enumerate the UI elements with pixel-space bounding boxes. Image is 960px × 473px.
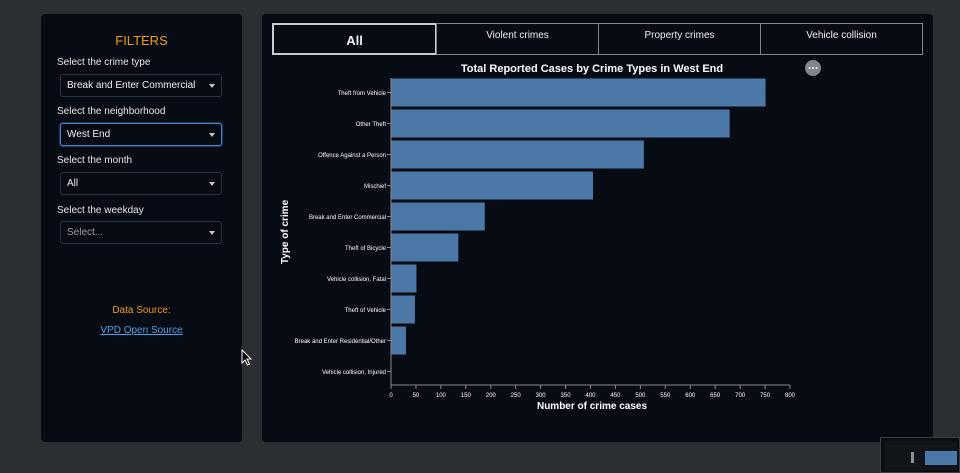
x-tick-label: 350 <box>561 393 572 399</box>
x-tick-label: 550 <box>660 393 671 399</box>
x-tick-label: 50 <box>413 393 420 399</box>
filters-title: FILTERS <box>115 33 168 48</box>
y-tick-label: Break and Enter Commercial <box>309 215 386 221</box>
thumbnail-preview <box>885 441 957 471</box>
y-tick-label: Theft of Bicycle <box>345 246 387 252</box>
chart-plot-area: Theft from Vehicle Other Theft Offence Aga… <box>295 78 796 399</box>
month-label: Select the month <box>57 155 133 166</box>
thumbnail-bar <box>925 451 957 465</box>
y-tick-label: Theft from Vehicle <box>338 91 387 97</box>
x-tick-label: 200 <box>486 393 497 399</box>
bar <box>391 202 485 231</box>
x-tick-label: 800 <box>785 393 796 399</box>
y-tick-label: Other Theft <box>356 122 387 128</box>
chart-menu-button[interactable] <box>805 60 821 76</box>
x-tick-label: 650 <box>710 393 721 399</box>
chevron-down-icon <box>209 133 215 137</box>
chart-ylabel: Type of crime <box>280 199 291 264</box>
x-tick-label: 500 <box>635 393 646 399</box>
month-value: All <box>67 178 79 189</box>
crime-category-tabs: All Violent crimes Property crimes Vehic… <box>272 23 923 55</box>
chart-title: Total Reported Cases by Crime Types in W… <box>461 63 723 75</box>
x-tick-label: 400 <box>585 393 596 399</box>
filters-sidebar: FILTERS Select the crime type Break and … <box>41 14 242 442</box>
window-thumbnail[interactable] <box>880 437 960 473</box>
x-tick-label: 750 <box>760 393 771 399</box>
neighborhood-value: West End <box>67 129 111 140</box>
data-source-link[interactable]: VPD Open Source <box>100 325 183 336</box>
x-tick-label: 600 <box>685 393 696 399</box>
month-select[interactable]: All <box>60 172 222 195</box>
crime-type-value: Break and Enter Commercial <box>67 80 196 91</box>
ellipsis-dot <box>808 67 811 69</box>
bar <box>391 78 766 107</box>
weekday-label: Select the weekday <box>57 205 144 216</box>
bar <box>391 264 417 293</box>
y-tick-label: Vehicle collision, Fatal <box>327 277 386 283</box>
weekday-placeholder: Select... <box>67 227 104 238</box>
chart-xlabel: Number of crime cases <box>537 401 647 412</box>
y-tick-label: Offence Against a Person <box>318 153 386 159</box>
y-tick-label: Vehicle collision, Injured <box>322 370 386 376</box>
chevron-down-icon <box>209 231 215 235</box>
weekday-select[interactable]: Select... <box>60 221 222 244</box>
neighborhood-select[interactable]: West End <box>60 123 222 146</box>
ellipsis-dot <box>812 67 814 69</box>
y-tick-label: Theft of Vehicle <box>345 308 387 314</box>
crime-type-select[interactable]: Break and Enter Commercial <box>60 74 222 97</box>
bar <box>391 326 406 355</box>
mouse-cursor-icon <box>241 349 253 366</box>
x-tick-label: 0 <box>389 393 393 399</box>
chevron-down-icon <box>209 84 215 88</box>
ellipsis-dot <box>815 67 818 69</box>
main-panel: All Violent crimes Property crimes Vehic… <box>262 14 933 442</box>
chevron-down-icon <box>209 182 215 186</box>
x-tick-label: 150 <box>461 393 472 399</box>
y-tick-label: Break and Enter Residential/Other <box>295 339 386 345</box>
bar <box>391 140 644 169</box>
tab-vehicle-collision[interactable]: Vehicle collision <box>760 23 923 55</box>
bar <box>391 233 459 262</box>
crime-bar-chart: Total Reported Cases by Crime Types in W… <box>280 60 821 412</box>
x-tick-label: 100 <box>436 393 447 399</box>
y-tick-label: Mischief <box>364 184 386 190</box>
x-tick-label: 300 <box>536 393 547 399</box>
thumbnail-mark <box>911 452 914 463</box>
data-source-label: Data Source: <box>112 305 171 316</box>
neighborhood-label: Select the neighborhood <box>57 106 166 117</box>
bar <box>391 171 593 200</box>
x-tick-label: 450 <box>610 393 621 399</box>
x-tick-label: 250 <box>511 393 522 399</box>
x-tick-label: 700 <box>735 393 746 399</box>
crime-type-label: Select the crime type <box>57 57 151 68</box>
bar <box>391 109 730 138</box>
bar <box>391 295 415 324</box>
